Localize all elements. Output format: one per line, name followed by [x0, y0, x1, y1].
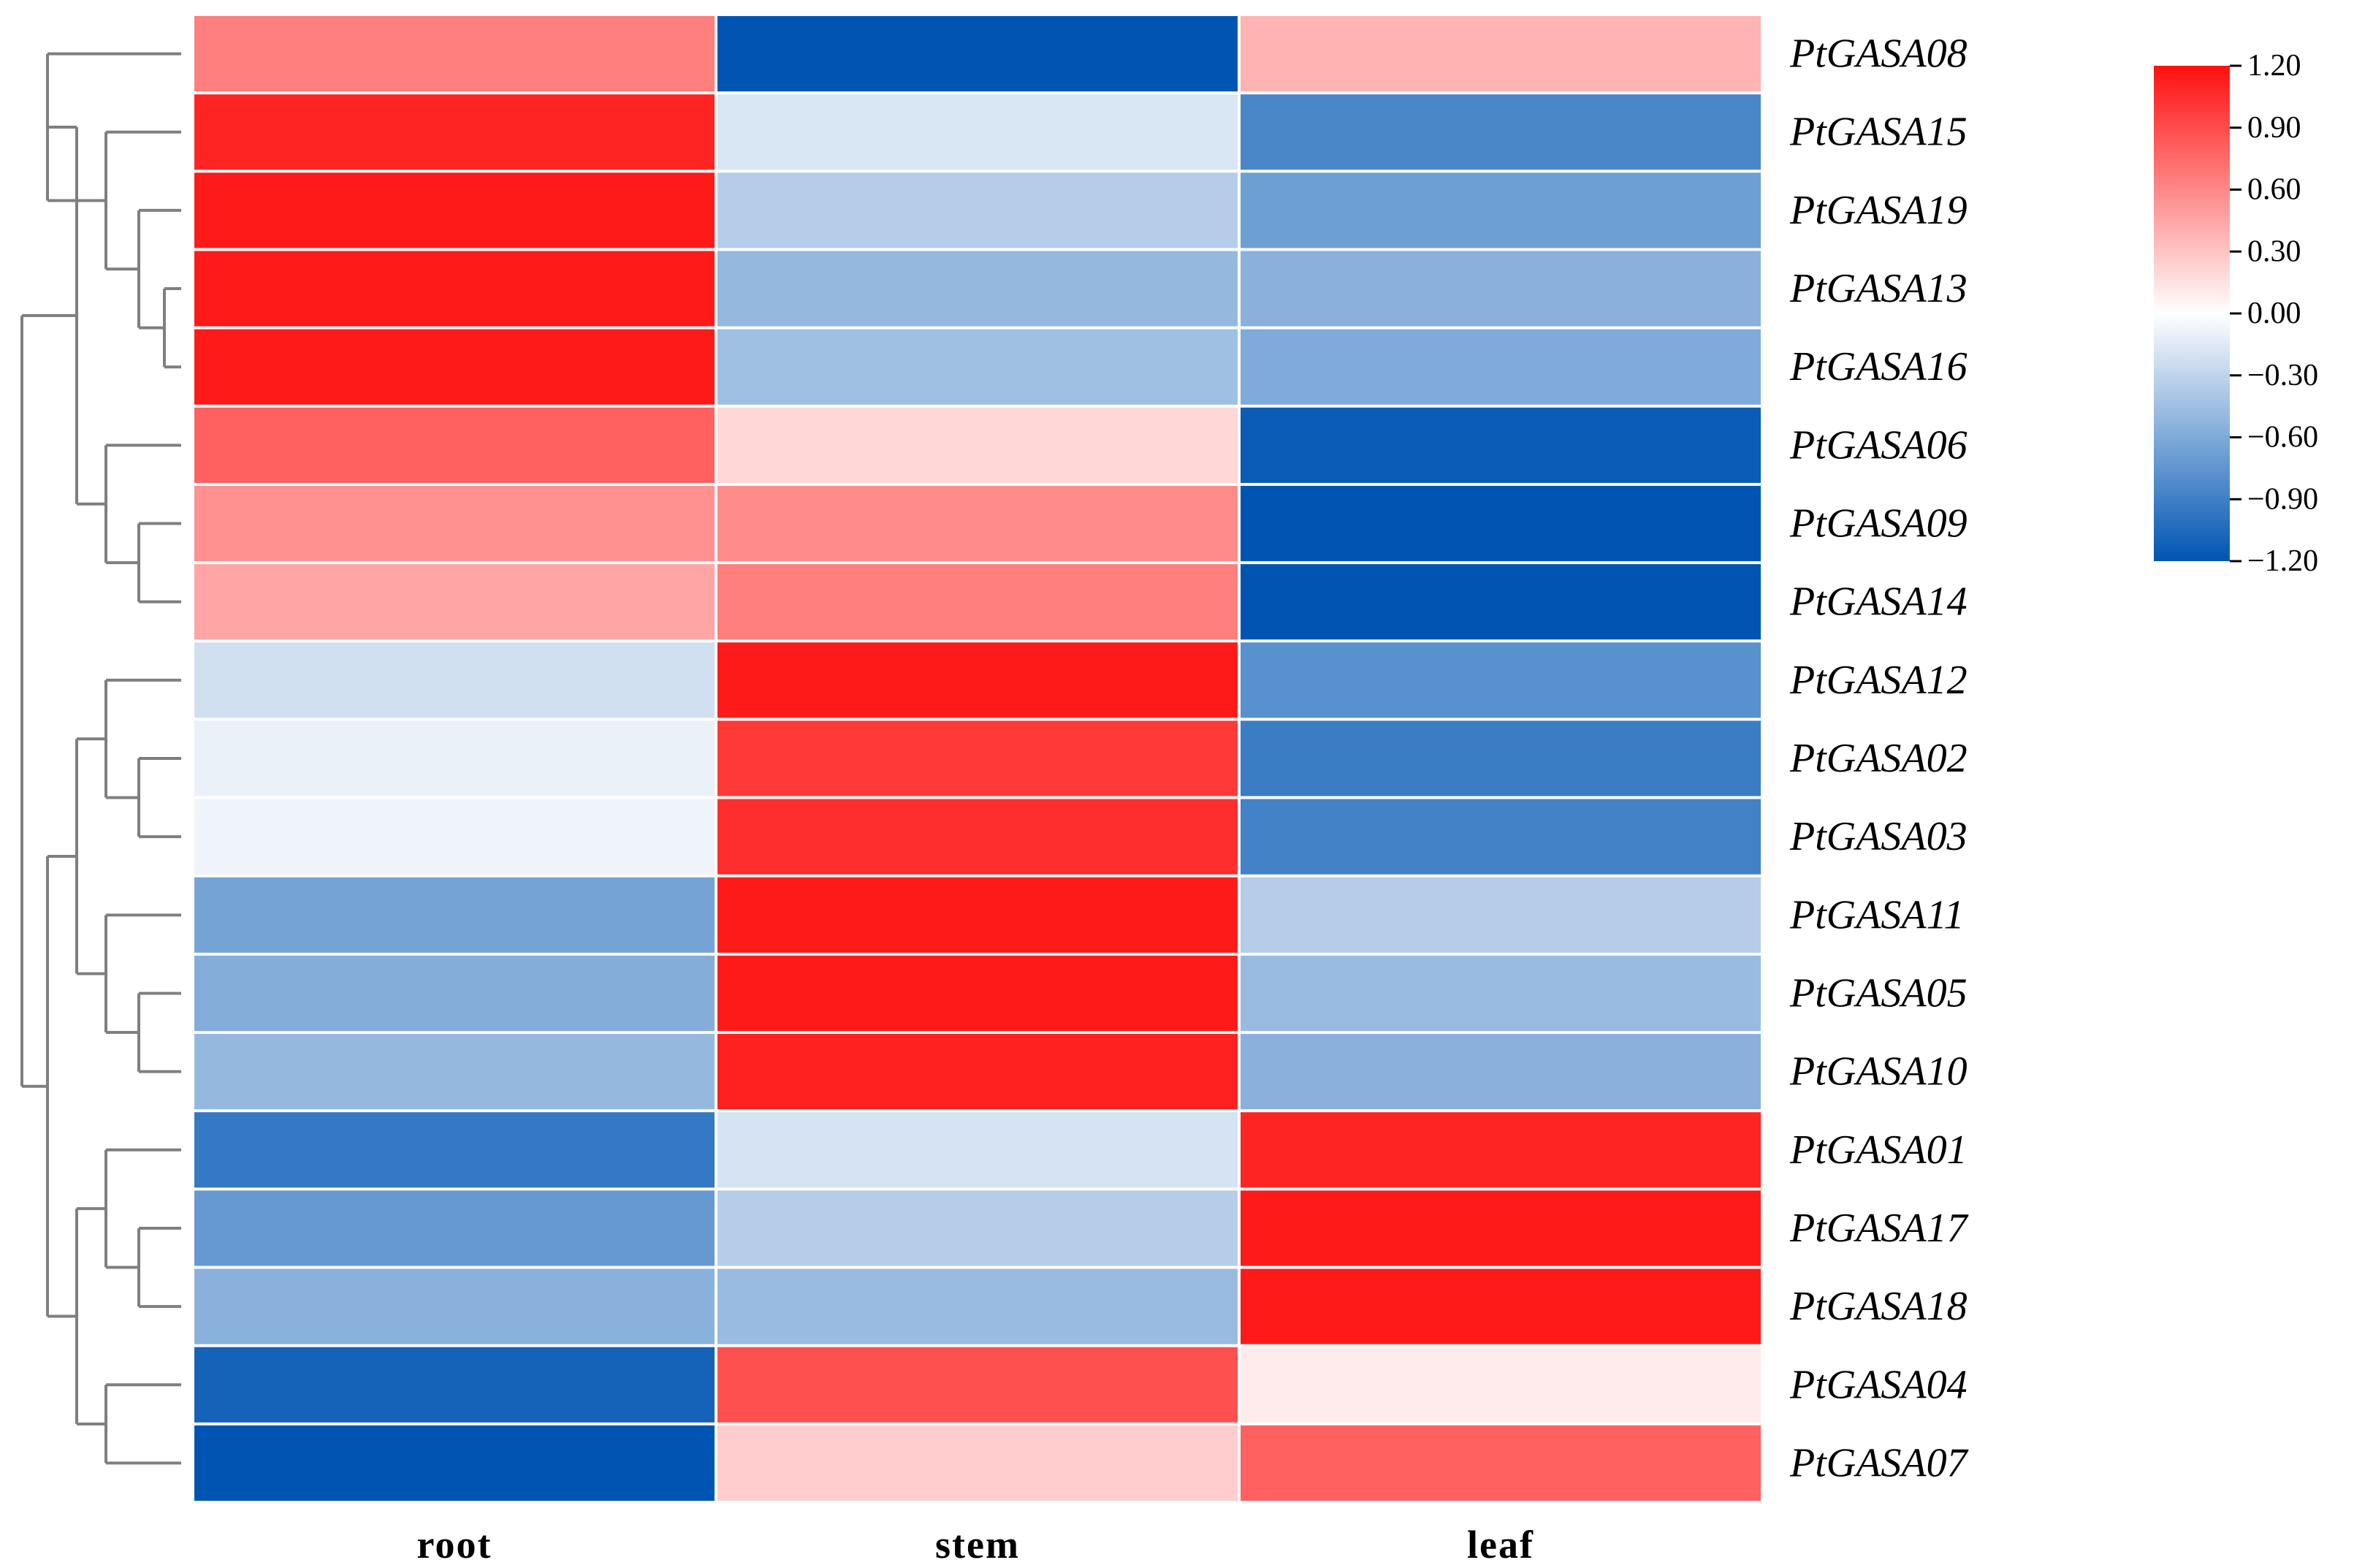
row-label: PtGASA16: [1789, 344, 1968, 389]
heatmap-cell-PtGASA02-leaf: [1241, 720, 1761, 796]
heatmap-cell-PtGASA07-stem: [717, 1425, 1238, 1501]
heatmap-cell-PtGASA08-stem: [717, 16, 1238, 92]
heatmap-cell-PtGASA17-stem: [717, 1190, 1238, 1266]
legend-tick-label: 0.00: [2247, 297, 2301, 330]
column-label: stem: [935, 1523, 1020, 1567]
row-label: PtGASA05: [1789, 970, 1968, 1016]
row-dendrogram: [20, 52, 181, 1465]
row-label: PtGASA03: [1789, 814, 1968, 859]
heatmap-cell-PtGASA12-stem: [717, 642, 1238, 718]
heatmap-cell-PtGASA10-stem: [717, 1034, 1238, 1110]
heatmap-cell-PtGASA10-leaf: [1241, 1034, 1761, 1110]
heatmap-cell-PtGASA10-root: [194, 1034, 715, 1110]
row-label: PtGASA02: [1789, 736, 1968, 781]
heatmap-cell-PtGASA03-leaf: [1241, 799, 1761, 875]
heatmap-cell-PtGASA14-leaf: [1241, 564, 1761, 640]
heatmap-cell-PtGASA04-stem: [717, 1347, 1238, 1423]
legend-tick-label: −0.60: [2247, 421, 2318, 454]
heatmap-cell-PtGASA02-stem: [717, 720, 1238, 796]
heatmap-cell-PtGASA17-root: [194, 1190, 715, 1266]
row-label: PtGASA06: [1789, 422, 1968, 468]
heatmap-cell-PtGASA01-root: [194, 1112, 715, 1188]
legend-tick-label: 0.60: [2247, 173, 2301, 207]
legend-tick-label: −0.30: [2247, 359, 2318, 392]
row-label: PtGASA08: [1789, 31, 1968, 77]
heatmap-cell-PtGASA18-leaf: [1241, 1268, 1761, 1344]
heatmap-cell-PtGASA08-root: [194, 16, 715, 92]
row-label: PtGASA17: [1789, 1206, 1969, 1251]
heatmap-cell-PtGASA14-root: [194, 564, 715, 640]
heatmap-cell-PtGASA05-stem: [717, 955, 1238, 1032]
row-label: PtGASA18: [1789, 1284, 1968, 1329]
legend-tick-label: 0.90: [2247, 111, 2301, 145]
heatmap-cell-PtGASA01-leaf: [1241, 1112, 1761, 1188]
heatmap-cell-PtGASA03-root: [194, 799, 715, 875]
row-label: PtGASA15: [1789, 110, 1968, 155]
row-label: PtGASA01: [1789, 1127, 1968, 1173]
row-label: PtGASA09: [1789, 501, 1968, 547]
row-label: PtGASA19: [1789, 188, 1968, 233]
heatmap-cell-PtGASA16-stem: [717, 329, 1238, 405]
heatmap-cell-PtGASA11-root: [194, 877, 715, 953]
heatmap-cell-PtGASA04-root: [194, 1347, 715, 1423]
heatmap-cell-PtGASA19-stem: [717, 172, 1238, 248]
heatmap-cell-PtGASA05-leaf: [1241, 955, 1761, 1032]
heatmap-cell-PtGASA12-leaf: [1241, 642, 1761, 718]
legend-tick-label: 0.30: [2247, 235, 2301, 268]
heatmap-cell-PtGASA02-root: [194, 720, 715, 796]
row-label: PtGASA10: [1789, 1049, 1968, 1095]
heatmap-cell-PtGASA08-leaf: [1241, 16, 1761, 92]
heatmap-cell-PtGASA03-stem: [717, 799, 1238, 875]
color-scale-ticks: 1.20 0.90 0.60 0.30 0.00 −0.30 −0.60 −0.90 −1.20: [2230, 49, 2318, 578]
legend-tick-label: 1.20: [2247, 49, 2301, 83]
heatmap-cell-PtGASA19-leaf: [1241, 172, 1761, 248]
color-scale-legend: 1.20 0.90 0.60 0.30 0.00 −0.30 −0.60 −0.90 −1.20: [2154, 49, 2318, 578]
heatmap-cell-PtGASA19-root: [194, 172, 715, 248]
heatmap-cell-PtGASA11-leaf: [1241, 877, 1761, 953]
row-label: PtGASA11: [1789, 892, 1964, 937]
row-label: PtGASA14: [1789, 579, 1968, 625]
row-label: PtGASA07: [1789, 1440, 1969, 1485]
color-scale-bar: [2154, 66, 2230, 561]
heatmap-cell-PtGASA13-stem: [717, 251, 1238, 327]
heatmap-cell-PtGASA07-leaf: [1241, 1425, 1761, 1501]
heatmap-cell-PtGASA15-stem: [717, 94, 1238, 170]
heatmap-cell-PtGASA06-stem: [717, 407, 1238, 483]
heatmap-cell-PtGASA18-stem: [717, 1268, 1238, 1344]
legend-tick-label: −0.90: [2247, 482, 2318, 516]
row-label: PtGASA13: [1789, 266, 1968, 311]
heatmap-cell-PtGASA18-root: [194, 1268, 715, 1344]
heatmap-cell-PtGASA06-leaf: [1241, 407, 1761, 483]
heatmap-cells: [194, 16, 1761, 1501]
heatmap-cell-PtGASA09-root: [194, 485, 715, 562]
heatmap-cell-PtGASA01-stem: [717, 1112, 1238, 1188]
heatmap-cell-PtGASA04-leaf: [1241, 1347, 1761, 1423]
heatmap-cell-PtGASA09-stem: [717, 485, 1238, 562]
heatmap-cell-PtGASA14-stem: [717, 564, 1238, 640]
heatmap-cell-PtGASA15-root: [194, 94, 715, 170]
row-labels: PtGASA08 PtGASA15 PtGASA19 PtGASA13 PtGASA16…: [1789, 31, 1969, 1486]
heatmap-cell-PtGASA16-root: [194, 329, 715, 405]
row-label: PtGASA04: [1789, 1362, 1968, 1407]
heatmap-cell-PtGASA11-stem: [717, 877, 1238, 953]
heatmap-cell-PtGASA16-leaf: [1241, 329, 1761, 405]
row-label: PtGASA12: [1789, 658, 1968, 703]
heatmap-cell-PtGASA17-leaf: [1241, 1190, 1761, 1266]
column-labels: root stem leaf: [417, 1523, 1534, 1567]
column-label: leaf: [1467, 1523, 1534, 1567]
heatmap-cell-PtGASA15-leaf: [1241, 94, 1761, 170]
heatmap-cell-PtGASA13-root: [194, 251, 715, 327]
column-label: root: [417, 1523, 492, 1567]
legend-tick-label: −1.20: [2247, 544, 2318, 578]
heatmap-cell-PtGASA06-root: [194, 407, 715, 483]
heatmap-cell-PtGASA05-root: [194, 955, 715, 1032]
heatmap-cell-PtGASA09-leaf: [1241, 485, 1761, 562]
heatmap-cell-PtGASA12-root: [194, 642, 715, 718]
heatmap-cell-PtGASA13-leaf: [1241, 251, 1761, 327]
heatmap-cell-PtGASA07-root: [194, 1425, 715, 1501]
